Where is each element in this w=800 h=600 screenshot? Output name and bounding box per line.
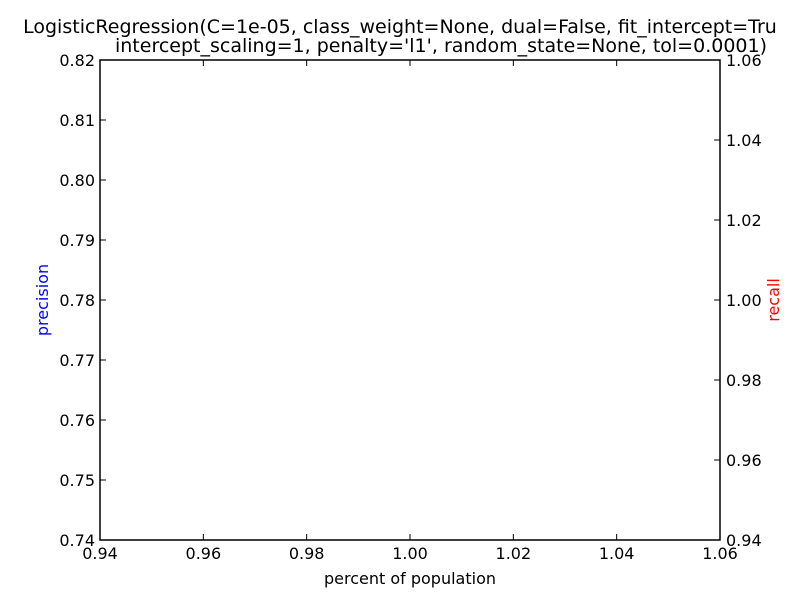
right-y-tick-label: 0.98	[726, 371, 762, 390]
right-y-tick-label: 0.94	[726, 531, 762, 550]
left-y-tick-label: 0.81	[59, 111, 95, 130]
right-y-tick-label: 1.06	[726, 51, 762, 70]
chart-title-line-2: intercept_scaling=1, penalty='l1', rando…	[115, 35, 767, 57]
left-y-tick-label: 0.80	[59, 171, 95, 190]
right-y-axis-label: recall	[764, 278, 783, 322]
x-tick-label: 0.96	[186, 544, 222, 563]
x-tick-label: 0.94	[82, 544, 118, 563]
left-y-tick-label: 0.78	[59, 291, 95, 310]
x-axis-label: percent of population	[324, 569, 496, 588]
x-tick-label: 1.04	[599, 544, 635, 563]
chart-title-line-1: LogisticRegression(C=1e-05, class_weight…	[23, 16, 777, 38]
x-tick-label: 1.02	[496, 544, 532, 563]
left-y-tick-label: 0.79	[59, 231, 95, 250]
x-axis-ticks: 0.94 0.96 0.98 1.00 1.02 1.04 1.06	[82, 60, 738, 563]
left-y-tick-label: 0.77	[59, 351, 95, 370]
right-y-axis-ticks: 0.94 0.96 0.98 1.00 1.02 1.04 1.06	[714, 51, 762, 550]
plot-area	[99, 59, 721, 541]
right-y-tick-label: 1.02	[726, 211, 762, 230]
right-y-tick-label: 0.96	[726, 451, 762, 470]
left-y-axis-label: precision	[33, 264, 52, 336]
left-y-tick-label: 0.74	[59, 531, 95, 550]
x-tick-label: 1.06	[702, 544, 738, 563]
left-y-tick-label: 0.75	[59, 471, 95, 490]
left-y-tick-label: 0.82	[59, 51, 95, 70]
x-tick-label: 0.98	[289, 544, 325, 563]
right-y-tick-label: 1.04	[726, 131, 762, 150]
left-y-axis-ticks: 0.74 0.75 0.76 0.77 0.78 0.79 0.80 0.81 0.82	[59, 51, 106, 550]
right-y-tick-label: 1.00	[726, 291, 762, 310]
x-tick-label: 1.00	[392, 544, 428, 563]
chart-title: LogisticRegression(C=1e-05, class_weight…	[23, 16, 777, 57]
left-y-tick-label: 0.76	[59, 411, 95, 430]
